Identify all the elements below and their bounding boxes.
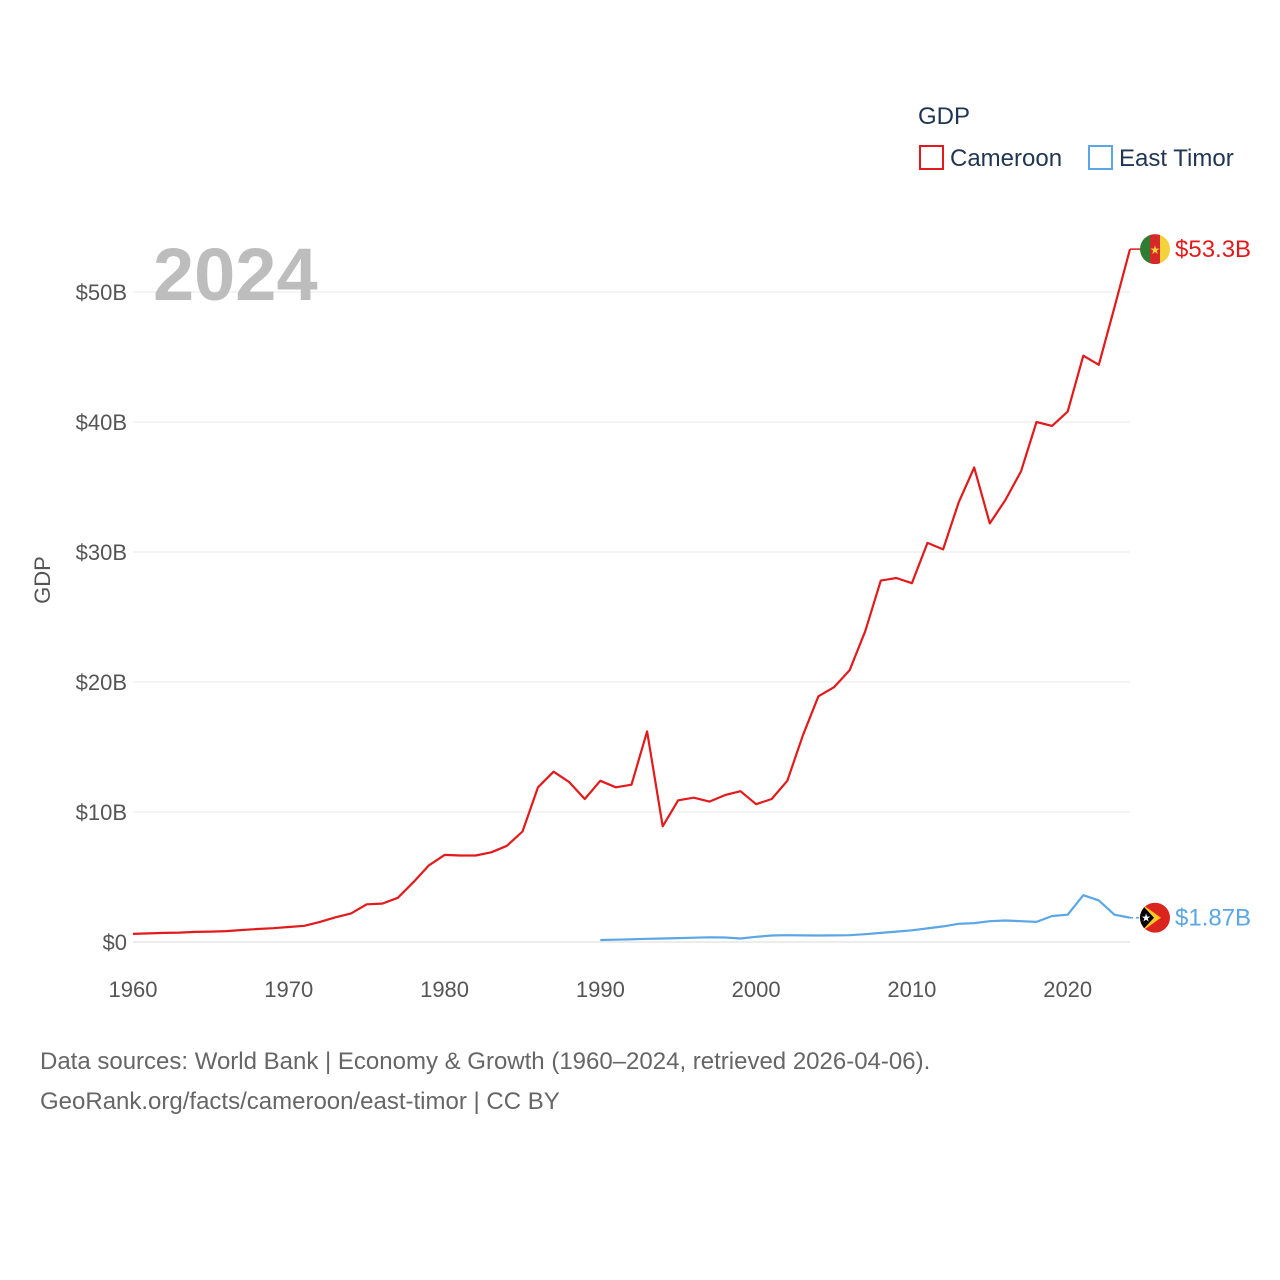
x-axis: 1960 1970 1980 1990 2000 2010 2020 [109, 977, 1093, 1002]
legend-swatch-cameroon[interactable] [919, 145, 944, 170]
east-timor-flag-icon: ★ [1140, 902, 1170, 933]
footer-source-line: Data sources: World Bank | Economy & Gro… [40, 1048, 931, 1075]
series-endpoints: ★ $53.3B ★ $1.87B [1130, 234, 1251, 933]
legend-label-east-timor[interactable]: East Timor [1119, 145, 1234, 172]
svg-text:★: ★ [1141, 912, 1151, 925]
data-source-footer: Data sources: World Bank | Economy & Gro… [40, 1042, 930, 1122]
legend-title: GDP [918, 103, 970, 130]
y-tick-label: $0 [103, 930, 127, 955]
svg-text:★: ★ [1150, 243, 1161, 257]
series-lines [132, 248, 1132, 942]
y-axis-title: GDP [30, 556, 55, 604]
x-tick-label: 1970 [264, 977, 313, 1002]
series-line-east-timor[interactable] [600, 894, 1131, 942]
x-tick-label: 1990 [576, 977, 625, 1002]
legend: GDP Cameroon East Timor [918, 103, 1234, 172]
x-tick-label: 2010 [887, 977, 936, 1002]
cameroon-flag-icon: ★ [1140, 234, 1170, 265]
y-tick-label: $20B [76, 670, 127, 695]
y-tick-label: $10B [76, 800, 127, 825]
legend-swatch-east-timor[interactable] [1088, 145, 1113, 170]
x-tick-label: 1980 [420, 977, 469, 1002]
legend-label-cameroon[interactable]: Cameroon [950, 145, 1062, 172]
y-tick-label: $50B [76, 280, 127, 305]
series-line-cameroon[interactable] [132, 248, 1132, 935]
x-tick-label: 1960 [109, 977, 158, 1002]
highlight-year-label: 2024 [153, 233, 318, 316]
x-tick-label: 2020 [1043, 977, 1092, 1002]
grid-lines [133, 291, 1130, 943]
y-tick-label: $30B [76, 540, 127, 565]
end-value-label-east-timor: $1.87B [1175, 905, 1251, 932]
footer-url-line[interactable]: GeoRank.org/facts/cameroon/east-timor | … [40, 1088, 560, 1115]
y-tick-label: $40B [76, 410, 127, 435]
y-axis: $0 $10B $20B $30B $40B $50B [76, 280, 127, 955]
x-tick-label: 2000 [732, 977, 781, 1002]
end-value-label-cameroon: $53.3B [1175, 236, 1251, 263]
